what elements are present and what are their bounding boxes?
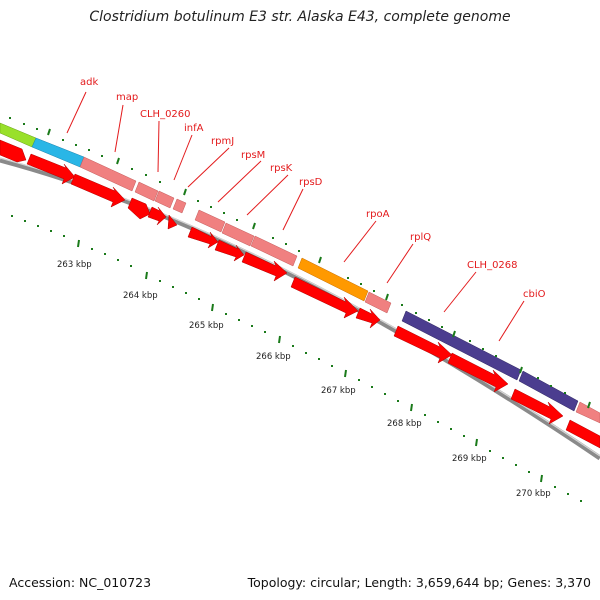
- leader-line-infA: [173, 134, 193, 181]
- kbp-label-263: 263 kbp: [57, 260, 92, 270]
- cds-arrow[interactable]: [393, 325, 453, 364]
- cds-arrows: [0, 139, 600, 449]
- track-tick-major: [252, 222, 256, 230]
- ruler-tick-major: [475, 438, 478, 447]
- genome-backbone-highlight: [0, 157, 600, 457]
- cds-arrow[interactable]: [241, 251, 288, 282]
- leader-line-cbiO: [498, 300, 525, 342]
- leader-line-CLH_0268: [443, 271, 477, 313]
- ruler-tick-major: [145, 271, 148, 280]
- gene-block-rplQ[interactable]: [364, 291, 392, 314]
- track-tick-major: [385, 293, 389, 301]
- leader-line-adk: [66, 91, 87, 134]
- gene-block-rpoA[interactable]: [297, 257, 369, 302]
- gene-block-right[interactable]: [575, 401, 600, 424]
- gene-block-CLH_0268[interactable]: [401, 310, 522, 381]
- leader-line-rpmJ: [187, 147, 230, 188]
- leader-line-rplQ: [386, 243, 414, 284]
- gene-block-map[interactable]: [79, 156, 137, 192]
- kbp-label-268: 268 kbp: [387, 419, 422, 429]
- cds-arrow[interactable]: [447, 352, 509, 393]
- cds-arrow[interactable]: [70, 173, 126, 208]
- track-tick-major: [452, 330, 456, 338]
- leader-line-rpsD: [282, 188, 304, 231]
- gene-label-rpoA: rpoA: [366, 209, 390, 220]
- gene-block-infA[interactable]: [172, 198, 187, 214]
- gene-label-CLH_0260: CLH_0260: [140, 109, 191, 120]
- cds-arrow[interactable]: [26, 153, 76, 185]
- ruler-tick-major: [344, 369, 347, 378]
- gene-label-CLH_0268: CLH_0268: [467, 260, 518, 271]
- gene-block-rpsM[interactable]: [221, 222, 255, 247]
- gene-label-infA: infA: [184, 123, 204, 134]
- cds-arrow[interactable]: [565, 419, 600, 449]
- gene-block-cbiO[interactable]: [518, 370, 579, 412]
- kbp-label-266: 266 kbp: [256, 352, 291, 362]
- map-title: Clostridium botulinum E3 str. Alaska E43…: [89, 9, 511, 25]
- track-tick-major: [318, 256, 322, 264]
- track-tick-major: [183, 188, 187, 196]
- track-tick-major: [519, 366, 523, 374]
- ruler-tick-major: [278, 335, 281, 344]
- gene-label-rplQ: rplQ: [410, 232, 431, 243]
- kbp-label-264: 264 kbp: [123, 291, 158, 301]
- gene-label-rpmJ: rpmJ: [211, 136, 234, 147]
- track-ticks: [9, 117, 591, 409]
- cds-arrow[interactable]: [510, 388, 564, 425]
- gene-label-rpsK: rpsK: [270, 163, 293, 174]
- gene-label-rpsD: rpsD: [299, 177, 323, 188]
- track-tick-major: [587, 401, 591, 409]
- gene-block-rpsK[interactable]: [250, 235, 298, 267]
- cds-arrow[interactable]: [147, 206, 167, 226]
- gene-label-rpsM: rpsM: [241, 150, 265, 161]
- kbp-label-270: 270 kbp: [516, 489, 551, 499]
- genome-backbone: [0, 157, 600, 461]
- gene-block-CLH_0260[interactable]: [134, 181, 159, 202]
- kbp-label-269: 269 kbp: [452, 454, 487, 464]
- leader-line-CLH_0260: [157, 120, 160, 173]
- cds-arrow[interactable]: [0, 139, 27, 163]
- leader-line-map: [114, 104, 124, 153]
- topology-text: Topology: circular; Length: 3,659,644 bp…: [247, 575, 591, 590]
- gene-label-cbiO: cbiO: [523, 289, 546, 300]
- gene-labels: adk map CLH_0260 infA rpmJ rpsM rpsK rps…: [80, 77, 546, 300]
- kbp-label-265: 265 kbp: [189, 321, 224, 331]
- leader-line-rpsM: [217, 160, 262, 203]
- gene-blocks: [0, 122, 600, 424]
- kbp-label-267: 267 kbp: [321, 386, 356, 396]
- gene-leader-lines: [66, 91, 525, 342]
- leader-line-rpoA: [343, 220, 377, 263]
- ruler-tick-major: [410, 403, 413, 412]
- cds-arrow[interactable]: [167, 214, 178, 230]
- gene-block-rpmJ[interactable]: [194, 209, 226, 233]
- cds-arrow[interactable]: [290, 276, 359, 319]
- cds-arrow[interactable]: [187, 226, 219, 249]
- gene-block-CLH_0260b[interactable]: [154, 190, 175, 209]
- cds-arrow[interactable]: [127, 197, 151, 220]
- ruler-tick-major: [540, 474, 543, 483]
- kbp-ruler: [11, 215, 582, 502]
- leader-line-rpsK: [246, 174, 289, 216]
- ruler-tick-major: [77, 239, 80, 248]
- accession-text: Accession: NC_010723: [9, 575, 152, 590]
- cds-arrow[interactable]: [214, 239, 245, 262]
- track-tick-major: [116, 157, 120, 165]
- gene-label-adk: adk: [80, 77, 98, 88]
- cds-arrow[interactable]: [355, 307, 381, 329]
- kbp-labels: 263 kbp 264 kbp 265 kbp 266 kbp 267 kbp …: [57, 260, 551, 499]
- ruler-tick-major: [211, 303, 214, 312]
- gene-label-map: map: [116, 92, 138, 103]
- track-tick-major: [47, 128, 51, 136]
